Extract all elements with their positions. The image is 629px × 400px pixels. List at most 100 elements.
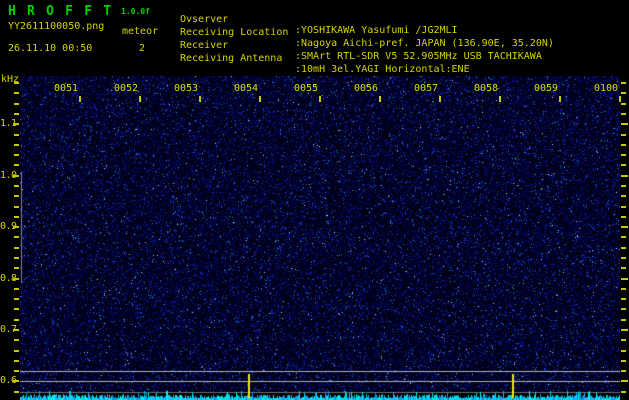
y-axis-minor-tick-right bbox=[621, 257, 626, 259]
y-axis-label: 1.0 bbox=[0, 170, 17, 181]
y-axis-label: 0.8 bbox=[0, 273, 17, 284]
observer-label: Ovserver bbox=[180, 14, 229, 25]
y-axis-minor-tick-right bbox=[621, 339, 626, 341]
y-axis-minor-tick-left bbox=[14, 319, 19, 321]
minute-tick bbox=[259, 96, 261, 102]
y-axis-minor-tick-right bbox=[621, 206, 626, 208]
y-axis-minor-tick-left bbox=[14, 144, 19, 146]
y-axis-label: 0.7 bbox=[0, 324, 17, 335]
y-axis-minor-tick-left bbox=[14, 92, 19, 94]
receiver-value: :SMArt RTL-SDR V5 52.905MHz USB TACHIKAW… bbox=[295, 51, 542, 62]
y-axis-label: 0.9 bbox=[0, 221, 17, 232]
minute-tick bbox=[79, 96, 81, 102]
y-axis-minor-tick-right bbox=[621, 164, 626, 166]
y-axis-minor-tick-right bbox=[621, 360, 626, 362]
x-axis-label: 0056 bbox=[353, 83, 379, 94]
app-version: 1.0.0f bbox=[121, 7, 150, 16]
y-axis-minor-tick-left bbox=[14, 339, 19, 341]
x-axis-label: 0057 bbox=[413, 83, 439, 94]
y-axis-minor-tick-right bbox=[621, 144, 626, 146]
y-axis-major-tick-right bbox=[621, 226, 628, 228]
y-axis-minor-tick-right bbox=[621, 370, 626, 372]
y-axis-minor-tick-left bbox=[14, 360, 19, 362]
y-axis-minor-tick-right bbox=[621, 154, 626, 156]
y-axis-minor-tick-left bbox=[14, 164, 19, 166]
y-axis-minor-tick-right bbox=[621, 82, 626, 84]
y-axis-minor-tick-left bbox=[14, 134, 19, 136]
info-row-receiver: Receiver :SMArt RTL-SDR V5 52.905MHz USB… bbox=[0, 29, 542, 62]
y-axis-major-tick-right bbox=[621, 175, 628, 177]
spectrogram-canvas bbox=[20, 76, 620, 400]
meteor-count: 2 bbox=[139, 43, 146, 54]
minute-tick bbox=[559, 96, 561, 102]
y-axis-major-tick-left bbox=[13, 175, 19, 177]
y-axis-minor-tick-right bbox=[621, 247, 626, 249]
y-axis-minor-tick-right bbox=[621, 308, 626, 310]
x-axis-label: 0052 bbox=[113, 83, 139, 94]
mode-label: meteor bbox=[122, 26, 159, 37]
y-axis-minor-tick-left bbox=[14, 103, 19, 105]
antenna-value: :10mH 3el.YAGI Horizontal:ENE bbox=[295, 64, 470, 75]
y-axis-minor-tick-right bbox=[621, 267, 626, 269]
y-axis-minor-tick-left bbox=[14, 236, 19, 238]
y-axis-major-tick-left bbox=[13, 380, 19, 382]
y-axis-minor-tick-left bbox=[14, 195, 19, 197]
y-axis-minor-tick-right bbox=[621, 319, 626, 321]
y-axis-minor-tick-left bbox=[14, 82, 19, 84]
info-row-observer: Ovserver :YOSHIKAWA Yasufumi /JG2MLI bbox=[0, 3, 458, 36]
app-title: H R O F F T bbox=[8, 4, 113, 19]
y-axis-minor-tick-right bbox=[621, 195, 626, 197]
y-axis-minor-tick-left bbox=[14, 206, 19, 208]
y-axis-major-tick-right bbox=[621, 123, 628, 125]
y-axis-major-tick-right bbox=[621, 278, 628, 280]
x-axis-label: 0054 bbox=[233, 83, 259, 94]
x-axis-label: 0059 bbox=[533, 83, 559, 94]
y-axis-minor-tick-left bbox=[14, 308, 19, 310]
minute-tick bbox=[619, 96, 621, 102]
minute-tick bbox=[199, 96, 201, 102]
y-axis-minor-tick-left bbox=[14, 247, 19, 249]
y-axis-minor-tick-left bbox=[14, 288, 19, 290]
y-axis-minor-tick-left bbox=[14, 154, 19, 156]
x-axis-label: 0053 bbox=[173, 83, 199, 94]
y-axis-minor-tick-right bbox=[621, 216, 626, 218]
y-axis-minor-tick-left bbox=[14, 350, 19, 352]
y-axis-minor-tick-right bbox=[621, 298, 626, 300]
y-axis-label: 0.6 bbox=[0, 375, 17, 386]
y-axis-major-tick-left bbox=[13, 278, 19, 280]
y-axis-minor-tick-left bbox=[14, 257, 19, 259]
datetime-label: 26.11.10 00:50 bbox=[8, 43, 93, 54]
y-axis-minor-tick-right bbox=[621, 103, 626, 105]
y-axis-major-tick-right bbox=[621, 329, 628, 331]
antenna-label: Receiving Antenna bbox=[180, 53, 283, 64]
y-axis-major-tick-left bbox=[13, 123, 19, 125]
y-axis-minor-tick-right bbox=[621, 288, 626, 290]
y-axis-major-tick-left bbox=[13, 226, 19, 228]
y-axis-major-tick-right bbox=[621, 380, 628, 382]
y-axis-minor-tick-right bbox=[621, 134, 626, 136]
info-row-location: Receiving Location :Nagoya Aichi-pref. J… bbox=[0, 16, 554, 49]
location-value: :Nagoya Aichi-pref. JAPAN (136.90E, 35.2… bbox=[295, 38, 554, 49]
y-axis-minor-tick-right bbox=[621, 391, 626, 393]
y-axis-minor-tick-right bbox=[621, 350, 626, 352]
observer-value: :YOSHIKAWA Yasufumi /JG2MLI bbox=[295, 25, 458, 36]
y-axis-minor-tick-left bbox=[14, 391, 19, 393]
x-axis-label: 0100 bbox=[593, 83, 619, 94]
receiver-label: Receiver bbox=[180, 40, 229, 51]
output-filename: YY2611100050.png bbox=[8, 21, 105, 32]
y-axis-minor-tick-right bbox=[621, 236, 626, 238]
x-axis-label: 0051 bbox=[53, 83, 79, 94]
y-axis-major-tick-left bbox=[13, 329, 19, 331]
location-label: Receiving Location bbox=[180, 27, 289, 38]
minute-tick bbox=[139, 96, 141, 102]
x-axis-label: 0058 bbox=[473, 83, 499, 94]
y-axis-minor-tick-left bbox=[14, 113, 19, 115]
y-axis-minor-tick-left bbox=[14, 370, 19, 372]
minute-tick bbox=[379, 96, 381, 102]
minute-tick bbox=[439, 96, 441, 102]
y-axis-minor-tick-left bbox=[14, 216, 19, 218]
y-axis-unit-label: kHz bbox=[1, 74, 20, 85]
y-axis-minor-tick-right bbox=[621, 185, 626, 187]
minute-tick bbox=[499, 96, 501, 102]
